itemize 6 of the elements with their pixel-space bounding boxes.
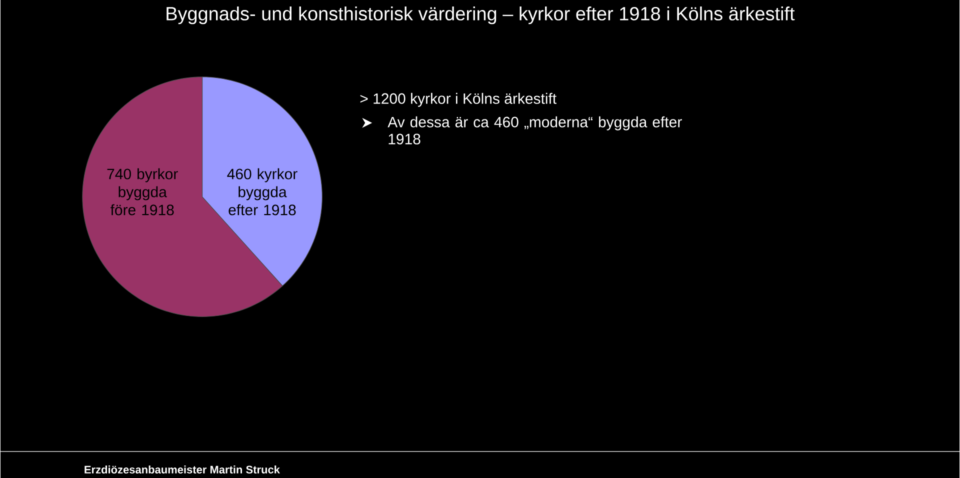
- text: Av dessa är ca 460 „moderna“ byggda efter 1918: [388, 116, 682, 144]
- text: > 1200 kyrkor i Kölns ärkestift: [360, 92, 556, 107]
- slice-label: 460 kyrkor byggda efter 1918: [227, 168, 298, 216]
- text: Erzdiözesanbaumeister Martin Struck: [84, 465, 280, 474]
- slice-label: 740 byrkor byggda före 1918: [107, 168, 178, 216]
- text: Byggnads- und konsthistorisk värdering – kyrkor efter 1918 i Kölns ärkestift: [166, 6, 795, 24]
